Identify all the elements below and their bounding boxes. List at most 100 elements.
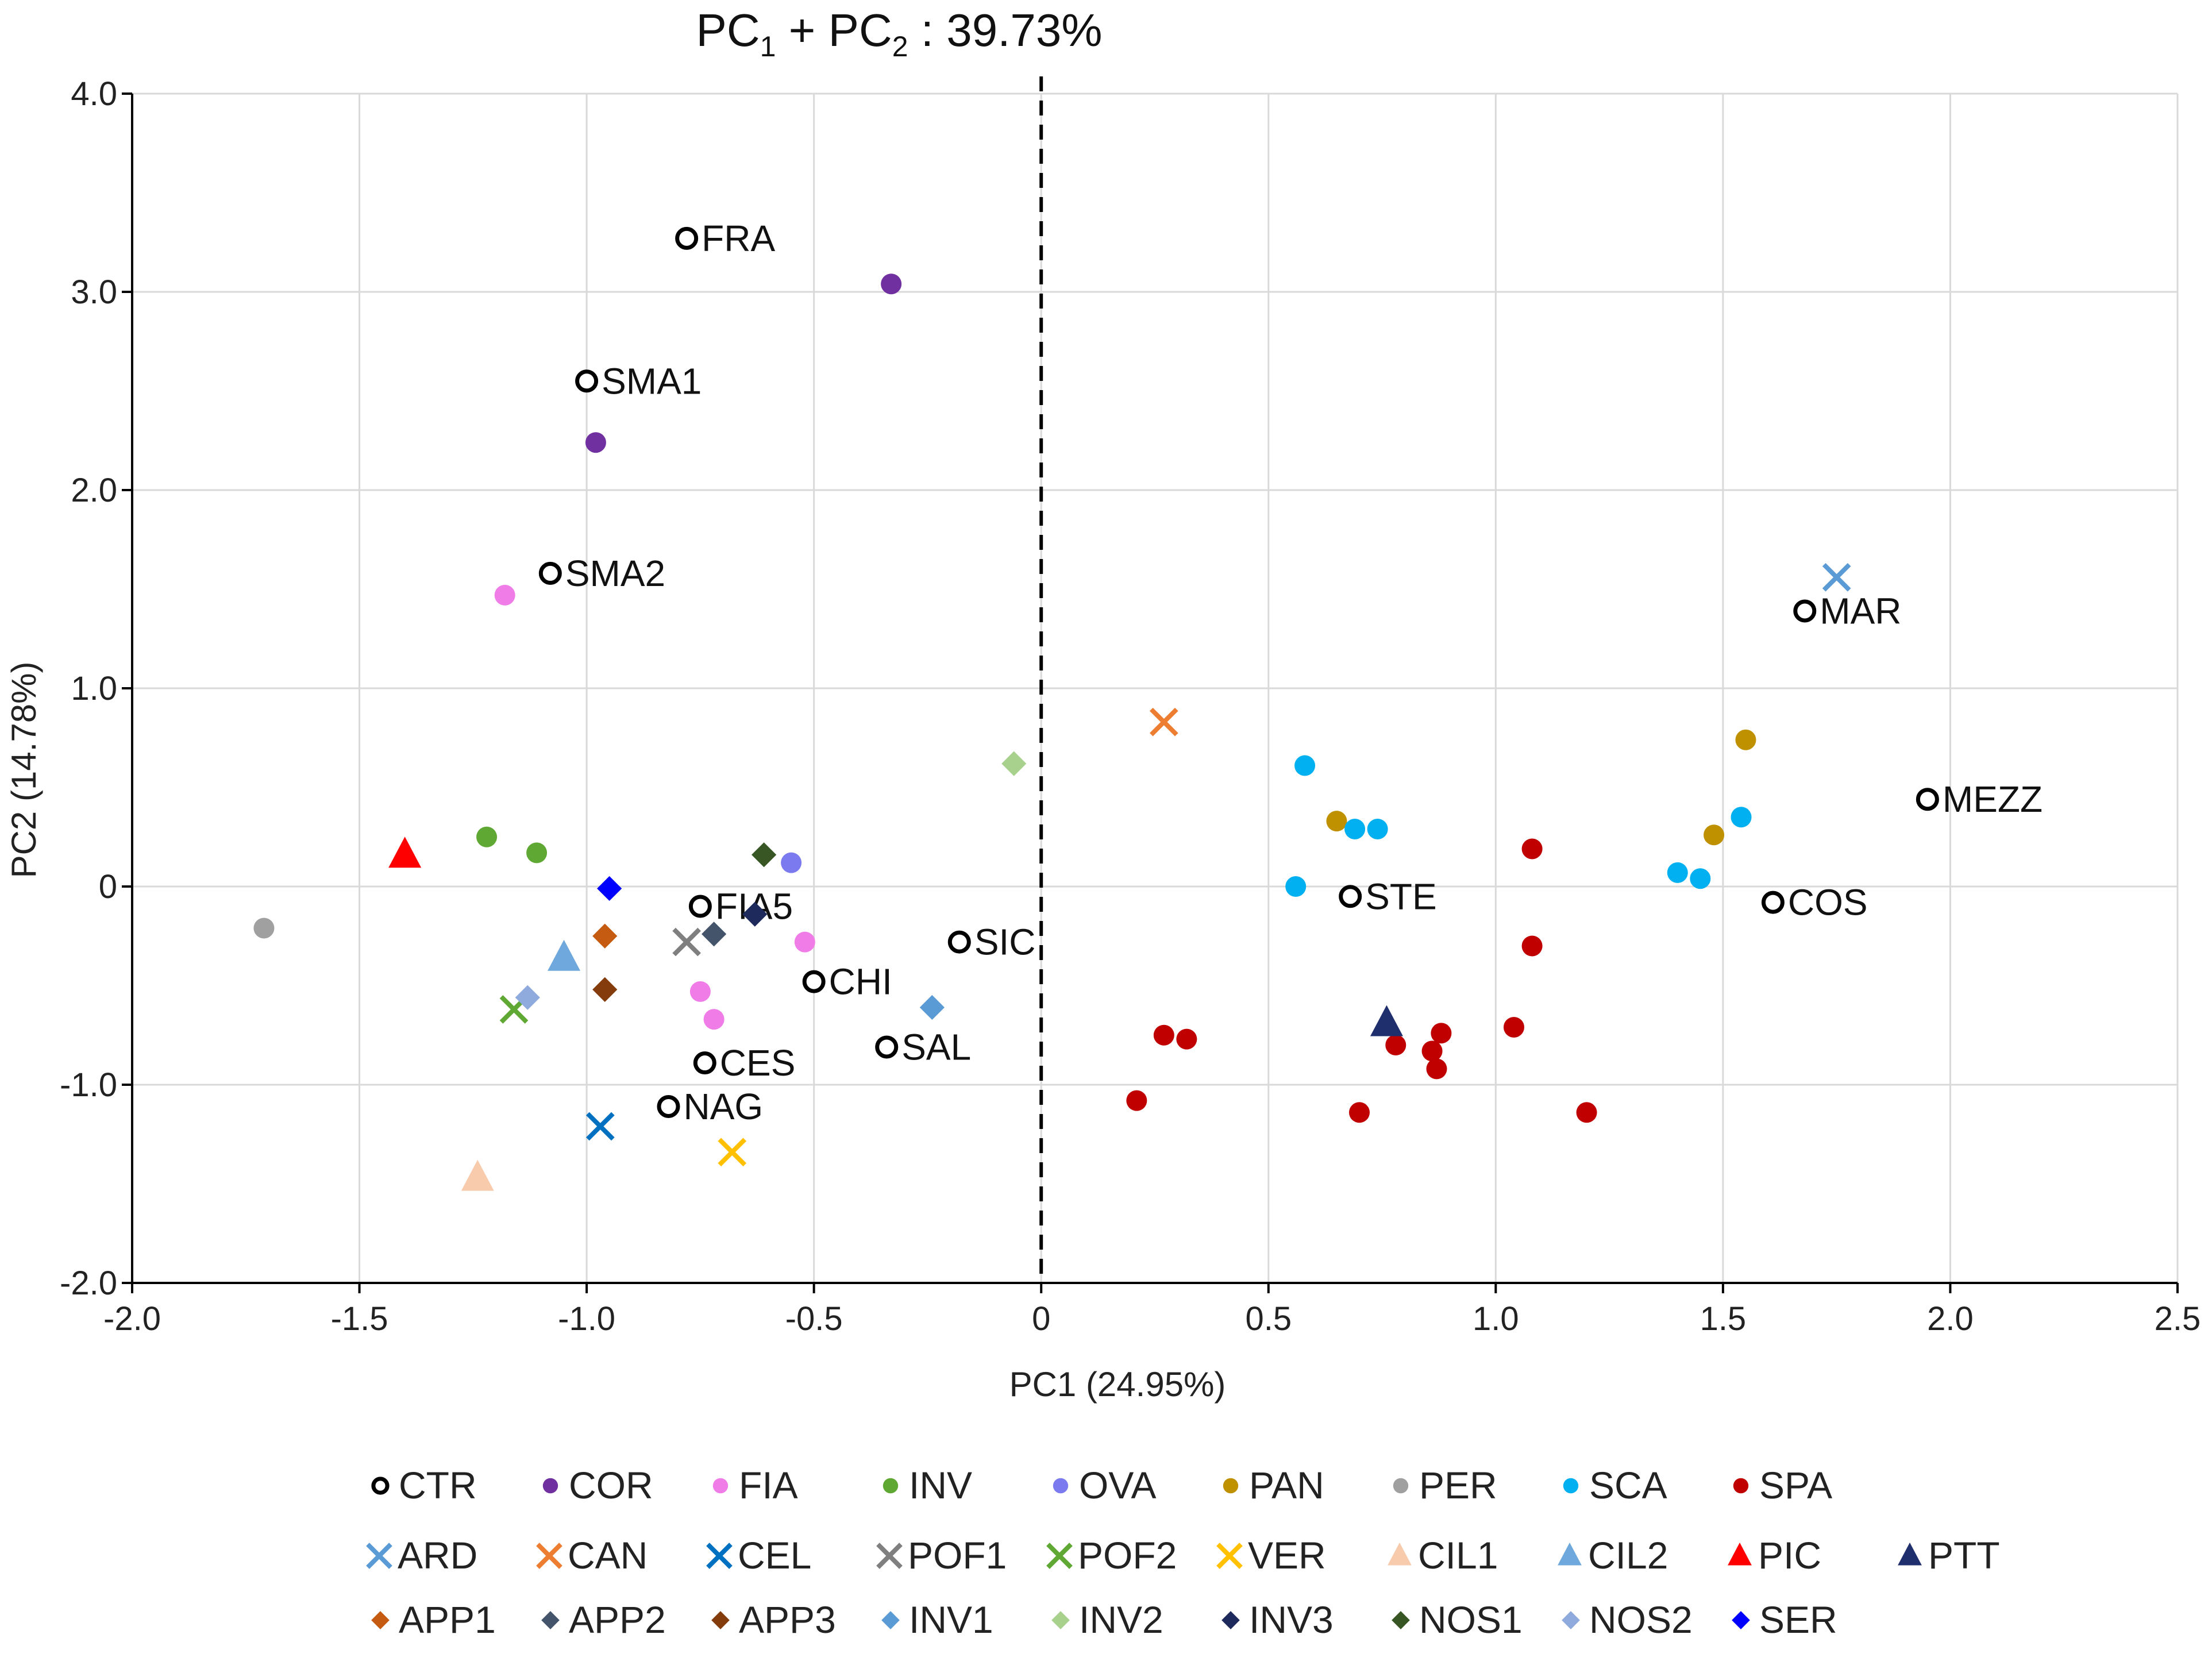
data-point-pic bbox=[388, 837, 422, 868]
legend-item-app3: APP3 bbox=[711, 1598, 836, 1641]
legend-marker-ctr bbox=[371, 1477, 390, 1495]
data-point-app2 bbox=[702, 922, 727, 947]
y-tick-label: -1.0 bbox=[60, 1066, 117, 1104]
data-point-ver bbox=[718, 1138, 747, 1167]
legend-label: POF2 bbox=[1078, 1534, 1177, 1577]
data-point-nos2 bbox=[515, 985, 540, 1010]
data-point-ctr bbox=[1793, 599, 1817, 623]
data-point-pan bbox=[1704, 824, 1725, 846]
data-point-spa bbox=[1576, 1102, 1597, 1123]
point-label: CHI bbox=[829, 961, 892, 1003]
legend-marker-pof2 bbox=[1046, 1543, 1073, 1569]
data-point-ova bbox=[781, 852, 802, 873]
legend-label: PAN bbox=[1249, 1464, 1324, 1506]
legend-marker-sca bbox=[1563, 1478, 1579, 1494]
legend-item-inv: INV bbox=[883, 1464, 972, 1506]
y-axis-label: PC2 (14.78%) bbox=[5, 662, 43, 878]
legend-item-inv2: INV2 bbox=[1051, 1598, 1163, 1641]
y-tick-label: 1.0 bbox=[71, 670, 117, 707]
legend-item-pan: PAN bbox=[1223, 1464, 1324, 1506]
x-axis-label: PC1 (24.95%) bbox=[1009, 1365, 1226, 1404]
legend-marker-per bbox=[1393, 1478, 1409, 1494]
legend-label: CIL1 bbox=[1418, 1534, 1498, 1577]
data-point-inv bbox=[476, 826, 498, 847]
data-point-pof1 bbox=[672, 927, 701, 957]
data-point-spa bbox=[1426, 1058, 1447, 1080]
legend-label: POF1 bbox=[908, 1534, 1007, 1577]
data-point-cel bbox=[586, 1112, 615, 1141]
data-point-ctr bbox=[657, 1094, 680, 1118]
point-label: MAR bbox=[1820, 590, 1901, 631]
legend-label: VER bbox=[1248, 1534, 1326, 1577]
legend-label: APP2 bbox=[569, 1598, 666, 1641]
legend-item-nos2: NOS2 bbox=[1562, 1598, 1693, 1641]
legend-item-ova: OVA bbox=[1053, 1464, 1156, 1506]
legend-marker-can bbox=[536, 1543, 562, 1569]
legend-label: INV1 bbox=[909, 1598, 993, 1641]
axes bbox=[122, 76, 2179, 1293]
legend-marker-ptt bbox=[1898, 1542, 1922, 1566]
point-label: COS bbox=[1788, 882, 1868, 923]
data-point-app3 bbox=[592, 977, 618, 1002]
data-point-sca bbox=[1344, 818, 1366, 839]
data-point-sca bbox=[1690, 868, 1711, 889]
legend-label: CTR bbox=[399, 1464, 477, 1506]
data-point-ctr bbox=[1916, 788, 1939, 811]
legend-item-per: PER bbox=[1393, 1464, 1497, 1506]
data-point-ser bbox=[597, 876, 622, 901]
data-point-spa bbox=[1431, 1023, 1452, 1044]
legend-label: SER bbox=[1759, 1598, 1837, 1641]
title-sub-2: 2 bbox=[892, 30, 908, 63]
data-point-spa bbox=[1385, 1035, 1406, 1055]
point-label: SAL bbox=[901, 1026, 971, 1067]
title-plus: + PC bbox=[776, 5, 892, 56]
legend-label: APP3 bbox=[739, 1598, 836, 1641]
x-tick-label: 0 bbox=[1032, 1300, 1050, 1338]
data-point-spa bbox=[1421, 1040, 1443, 1062]
legend-marker-cil2 bbox=[1558, 1542, 1582, 1566]
data-point-ctr bbox=[575, 369, 599, 393]
y-tick-label: 3.0 bbox=[71, 273, 117, 311]
data-point-fia bbox=[689, 981, 711, 1002]
data-point-inv bbox=[526, 842, 548, 864]
legend-item-ser: SER bbox=[1732, 1598, 1837, 1641]
legend-label: FIA bbox=[739, 1464, 798, 1506]
point-label: SMA2 bbox=[565, 553, 665, 594]
legend-marker-inv3 bbox=[1221, 1611, 1240, 1629]
legend-marker-app1 bbox=[371, 1611, 390, 1629]
data-point-sca bbox=[1667, 862, 1688, 883]
legend-marker-inv bbox=[883, 1478, 899, 1494]
legend-item-ptt: PTT bbox=[1898, 1534, 2000, 1577]
point-label: NAG bbox=[684, 1086, 764, 1127]
legend-item-app2: APP2 bbox=[541, 1598, 666, 1641]
legend-item-ard: ARD bbox=[366, 1534, 477, 1577]
data-point-ard bbox=[1822, 562, 1851, 592]
data-point-per bbox=[253, 918, 275, 939]
x-tick-label: -2.0 bbox=[103, 1300, 161, 1338]
legend-item-cel: CEL bbox=[706, 1534, 811, 1577]
legend-label: CEL bbox=[738, 1534, 811, 1577]
legend-item-ctr: CTR bbox=[371, 1464, 477, 1506]
data-point-fia bbox=[703, 1009, 725, 1030]
data-point-sca bbox=[1294, 755, 1316, 776]
legend-label: OVA bbox=[1079, 1464, 1156, 1506]
x-tick-label: 0.5 bbox=[1245, 1300, 1292, 1338]
legend-item-inv3: INV3 bbox=[1221, 1598, 1334, 1641]
tick-labels: -2.0 -1.5 -1.0 -0.5 0 0.5 1.0 1.5 2.0 2.5 -2.0 -1.0… bbox=[60, 75, 2201, 1338]
legend-label: CIL2 bbox=[1588, 1534, 1668, 1577]
legend-item-inv1: INV1 bbox=[881, 1598, 993, 1641]
legend-label: INV3 bbox=[1249, 1598, 1334, 1641]
legend-item-pic: PIC bbox=[1728, 1534, 1821, 1577]
data-point-cil2 bbox=[548, 939, 581, 971]
legend-marker-cor bbox=[542, 1478, 558, 1494]
legend-label: INV bbox=[909, 1464, 972, 1506]
y-tick-label: 2.0 bbox=[71, 472, 117, 509]
x-tick-label: -1.0 bbox=[558, 1300, 615, 1338]
legend-label: PIC bbox=[1758, 1534, 1821, 1577]
y-tick-label: -2.0 bbox=[60, 1265, 117, 1302]
legend-item-cor: COR bbox=[542, 1464, 653, 1506]
x-tick-label: -0.5 bbox=[785, 1300, 843, 1338]
data-point-inv1 bbox=[919, 995, 945, 1020]
data-point-ptt bbox=[1370, 1005, 1403, 1036]
